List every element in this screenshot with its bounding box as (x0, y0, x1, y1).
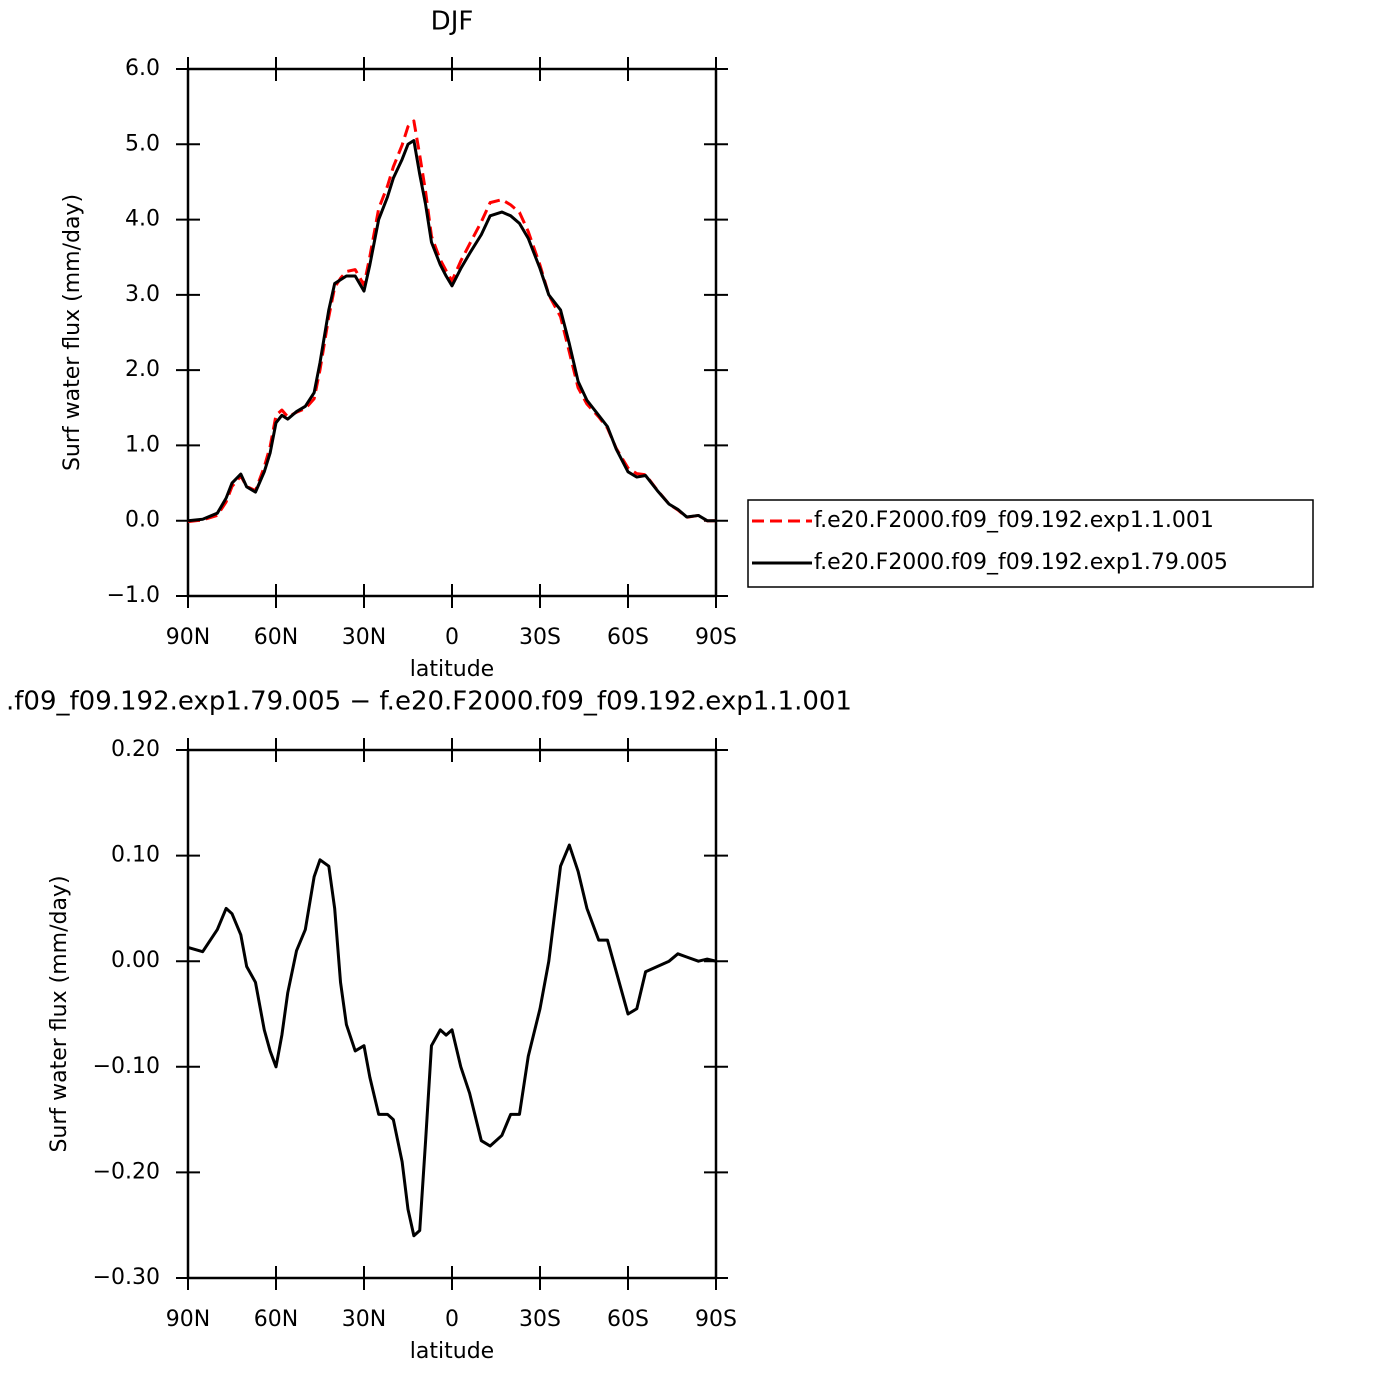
y-tick-label: 4.0 (125, 207, 160, 232)
y-axis-label: Surf water flux (mm/day) (47, 875, 72, 1152)
x-tick-label: 0 (445, 625, 459, 650)
x-tick-label: 30N (342, 1307, 386, 1332)
y-tick-label: 1.0 (125, 432, 160, 457)
y-tick-label: −0.10 (93, 1054, 160, 1079)
y-tick-label: −0.20 (93, 1159, 160, 1184)
x-tick-label: 60S (607, 625, 649, 650)
y-tick-label: −0.30 (93, 1265, 160, 1290)
y-tick-label: 6.0 (125, 56, 160, 81)
y-tick-label: 0.20 (111, 737, 160, 762)
legend-box (747, 499, 1314, 588)
legend-label: f.e20.F2000.f09_f09.192.exp1.79.005 (814, 550, 1228, 575)
chart-title: DJF (431, 7, 474, 37)
x-tick-label: 60N (254, 625, 298, 650)
y-axis-label: Surf water flux (mm/day) (60, 194, 85, 471)
chart-title: .f09_f09.192.exp1.79.005 − f.e20.F2000.f… (6, 687, 852, 717)
data-line (187, 843, 717, 1238)
data-line (187, 119, 717, 524)
x-axis-label: latitude (410, 657, 494, 682)
x-tick-label: 90N (166, 1307, 210, 1332)
y-tick-label: 2.0 (125, 357, 160, 382)
x-axis-label: latitude (410, 1339, 494, 1364)
plot-frame (186, 67, 718, 598)
x-tick-label: 30S (519, 625, 561, 650)
y-tick-label: 3.0 (125, 282, 160, 307)
x-tick-label: 90S (695, 625, 737, 650)
x-tick-label: 90S (695, 1307, 737, 1332)
y-tick-label: 0.0 (125, 508, 160, 533)
x-tick-label: 30S (519, 1307, 561, 1332)
plot-frame (186, 748, 718, 1280)
y-tick-label: 0.00 (111, 948, 160, 973)
x-tick-label: 60N (254, 1307, 298, 1332)
legend-label: f.e20.F2000.f09_f09.192.exp1.1.001 (814, 508, 1214, 533)
y-tick-label: 0.10 (111, 843, 160, 868)
x-tick-label: 60S (607, 1307, 649, 1332)
x-tick-label: 90N (166, 625, 210, 650)
x-tick-label: 0 (445, 1307, 459, 1332)
data-line (187, 139, 716, 523)
y-tick-label: 5.0 (125, 131, 160, 156)
x-tick-label: 30N (342, 625, 386, 650)
y-tick-label: −1.0 (107, 583, 160, 608)
